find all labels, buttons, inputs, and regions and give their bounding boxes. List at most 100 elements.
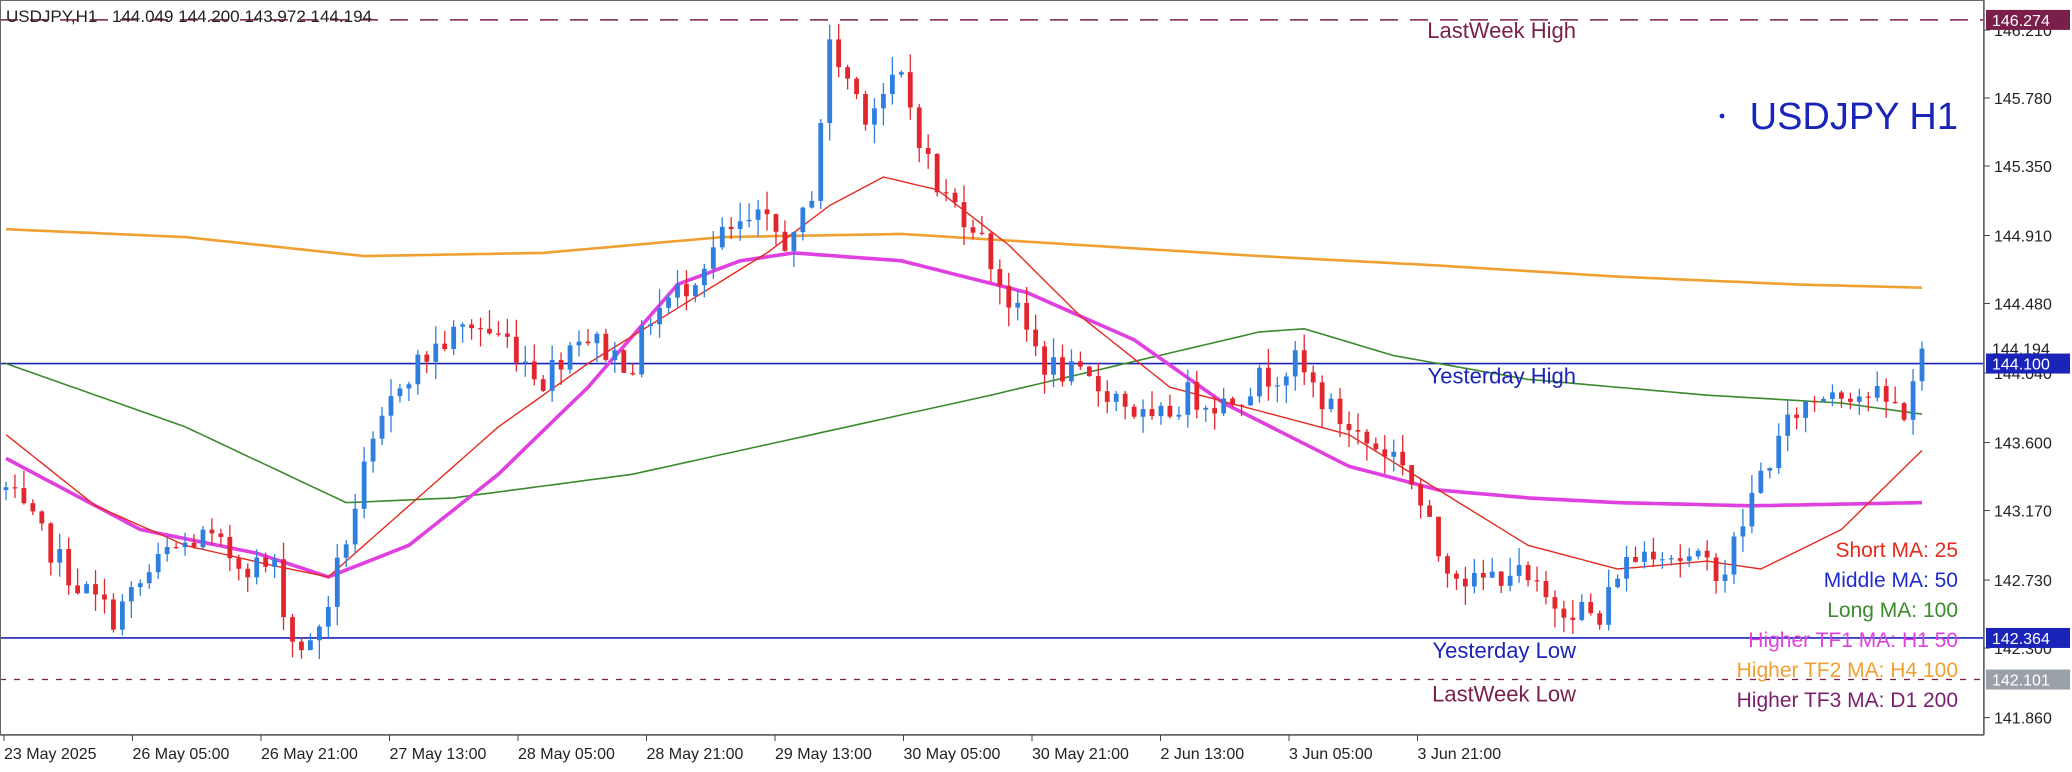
bull-candle (567, 341, 573, 374)
bear-candle (764, 191, 770, 231)
candle-body (854, 78, 859, 95)
bear-candle (1364, 429, 1370, 461)
candle-body (200, 529, 206, 548)
bear-candle (1633, 546, 1638, 563)
bull-candle (657, 289, 662, 338)
candle-body (1597, 613, 1603, 625)
bear-candle (1525, 561, 1531, 587)
bull-candle (1722, 559, 1728, 593)
candle-body (1266, 367, 1271, 387)
candle-body (1301, 350, 1307, 373)
candle-body (881, 93, 886, 109)
bear-candle (1409, 465, 1415, 490)
candle-body (460, 324, 466, 327)
bear-candle (1597, 610, 1603, 630)
bull-candle (1516, 548, 1522, 583)
candle-body (666, 297, 671, 308)
candle-body (57, 549, 63, 563)
candle-body (1346, 423, 1352, 431)
candle-body (1274, 385, 1280, 387)
bull-candle (370, 431, 376, 473)
candle-body (137, 583, 143, 588)
candle-body (236, 558, 242, 569)
candle-body (1104, 391, 1110, 402)
bear-candle (299, 637, 304, 659)
candle-body (997, 269, 1003, 286)
candle-body (764, 209, 770, 215)
candle-body (925, 148, 931, 154)
candle-body (952, 192, 958, 203)
candle-body (1883, 386, 1889, 402)
time-tick-label: 29 May 13:00 (775, 746, 872, 763)
bear-candle (1337, 387, 1343, 438)
bull-candle (675, 269, 680, 308)
candle-body (1454, 573, 1459, 579)
candle-body (934, 153, 940, 193)
candle-body (1865, 396, 1871, 398)
lastweek-low-tag-bg (1986, 669, 2070, 690)
price-axis: 146.210145.780145.350144.910144.480144.0… (1984, 23, 2052, 728)
bear-candle (925, 134, 931, 169)
bull-candle (1642, 541, 1647, 569)
bear-candle (1498, 571, 1504, 594)
candle-body (1203, 407, 1209, 410)
candle-body (263, 557, 269, 567)
bull-candle (827, 24, 833, 141)
bear-candle (1651, 537, 1656, 568)
bull-candle (460, 322, 466, 343)
candle-body (227, 536, 233, 559)
bear-candle (1006, 272, 1012, 327)
candle-body (1516, 565, 1522, 576)
bull-candle (1015, 290, 1021, 321)
candle-body (316, 626, 322, 641)
candle-body (1695, 550, 1701, 557)
candle-body (281, 559, 286, 618)
candle-body (245, 568, 251, 578)
candle-body (1785, 414, 1791, 436)
time-tick-label: 3 Jun 05:00 (1289, 746, 1373, 763)
candle-body (12, 487, 18, 489)
candle-body (943, 192, 949, 194)
candle-body (1149, 409, 1155, 417)
candle-body (809, 200, 815, 208)
candle-body (1471, 572, 1477, 587)
bull-candle (1749, 475, 1755, 534)
level-labels: LastWeek High Yesterday High Yesterday Low… (1427, 18, 1576, 707)
bull-candle (1830, 384, 1835, 407)
bear-candle (1122, 390, 1128, 420)
price-tick-label: 142.730 (1994, 573, 2052, 590)
candle-body (531, 361, 537, 380)
bear-candle (12, 474, 18, 499)
candle-body (773, 214, 779, 232)
bear-candle (1033, 314, 1039, 357)
candle-body (290, 617, 295, 642)
candle-body (1042, 346, 1047, 375)
bull-candle (272, 553, 277, 579)
candle-body (1095, 376, 1101, 392)
candle-body (388, 396, 394, 416)
bull-candle (155, 542, 161, 579)
bear-candle (1427, 499, 1432, 518)
bear-candle (854, 76, 859, 100)
bear-candle (1883, 378, 1889, 418)
bull-candle (1767, 467, 1773, 479)
level-label: LastWeek Low (1432, 682, 1576, 707)
candle-body (397, 388, 403, 397)
candle-body (1794, 414, 1800, 418)
candle-body (1373, 443, 1379, 450)
bear-candle (281, 542, 286, 631)
bear-candle (1534, 566, 1540, 592)
bear-candle (1892, 386, 1898, 404)
candle-body (558, 360, 564, 370)
candle-body (155, 554, 161, 573)
bull-candle (1856, 388, 1862, 415)
bull-candle (361, 446, 367, 519)
candle-body (191, 542, 197, 548)
candle-body (1024, 302, 1030, 330)
plot-frame (0, 0, 1984, 735)
bull-candle (1051, 338, 1056, 388)
candle-body (594, 333, 600, 344)
candle-body (863, 94, 868, 125)
